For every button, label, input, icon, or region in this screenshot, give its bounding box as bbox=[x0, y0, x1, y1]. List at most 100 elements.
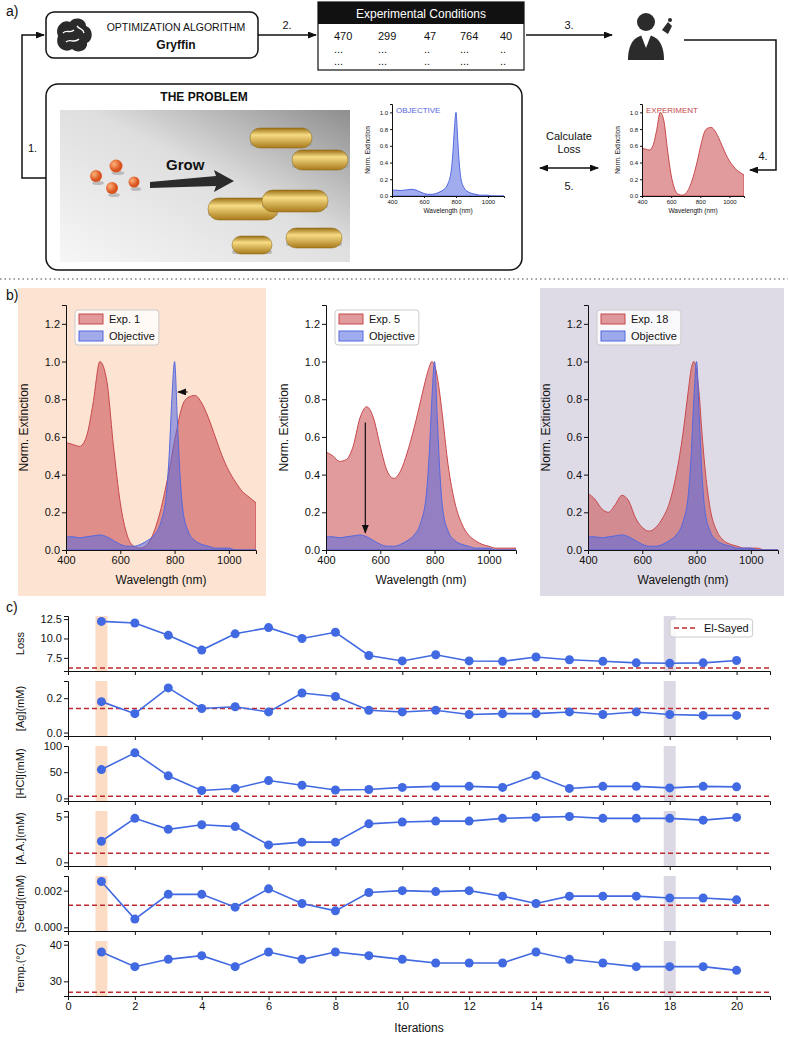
tick-mark bbox=[62, 362, 66, 363]
marker bbox=[498, 959, 507, 968]
tick: 600 bbox=[419, 196, 430, 205]
tick-label: 50 bbox=[50, 766, 62, 778]
tick: 0 bbox=[65, 996, 71, 1012]
tick: 0.8 bbox=[305, 393, 326, 405]
tick-mark bbox=[402, 801, 403, 805]
marker bbox=[598, 657, 607, 666]
table-cell: 47 bbox=[424, 30, 436, 42]
tick: 400 bbox=[637, 196, 648, 205]
legend-label: Exp. 18 bbox=[631, 313, 668, 325]
tick: 0.002 bbox=[34, 885, 68, 897]
marker bbox=[264, 776, 273, 785]
marker bbox=[431, 817, 440, 826]
tick-mark bbox=[640, 129, 642, 130]
tick: 0.0 bbox=[630, 193, 642, 199]
marker bbox=[632, 814, 641, 823]
tick-label: 1000 bbox=[217, 554, 241, 566]
marker bbox=[532, 653, 541, 662]
tick: 1000 bbox=[477, 550, 501, 566]
tick-label: 4 bbox=[199, 1000, 205, 1012]
tick: 30 bbox=[50, 975, 68, 987]
marker bbox=[398, 886, 407, 895]
tick bbox=[603, 866, 604, 870]
marker bbox=[331, 786, 340, 795]
tick: 0.6 bbox=[380, 143, 392, 149]
area bbox=[326, 362, 516, 550]
plot-area bbox=[68, 746, 770, 801]
tick: 8 bbox=[333, 996, 339, 1012]
plot-area bbox=[68, 616, 770, 671]
marker bbox=[197, 890, 206, 899]
tick: 600 bbox=[112, 550, 130, 566]
tick-label: 0.4 bbox=[380, 160, 389, 166]
legend-frame bbox=[335, 310, 419, 345]
tick-label: 0.000 bbox=[34, 921, 62, 933]
tick bbox=[469, 931, 470, 935]
marker bbox=[264, 884, 273, 893]
tick-mark bbox=[135, 866, 136, 870]
step-label: 4. bbox=[758, 150, 767, 162]
tick: 12 bbox=[464, 996, 476, 1012]
tick bbox=[536, 931, 537, 935]
panel-background bbox=[18, 288, 266, 596]
tick bbox=[536, 866, 537, 870]
axis-title: [Ag](mM) bbox=[14, 686, 26, 731]
tick-mark bbox=[737, 801, 738, 805]
tick-label: 12 bbox=[464, 1000, 476, 1012]
tick: 6 bbox=[266, 996, 272, 1012]
tick-mark bbox=[322, 362, 326, 363]
marker bbox=[732, 656, 741, 665]
tick-mark bbox=[603, 671, 604, 675]
axis-title: Wavelength (nm) bbox=[423, 207, 472, 215]
arrow bbox=[22, 35, 46, 178]
tick: 0.2 bbox=[47, 692, 68, 704]
marker bbox=[398, 818, 407, 827]
marker bbox=[331, 692, 340, 701]
tick-label: 0.2 bbox=[567, 506, 582, 518]
legend-swatch bbox=[674, 627, 698, 629]
line bbox=[101, 688, 736, 716]
tick: 600 bbox=[634, 550, 652, 566]
axis-title: Wavelength (nm) bbox=[638, 573, 729, 587]
arrow bbox=[526, 34, 612, 36]
x-axis: 4006008001000 bbox=[57, 550, 256, 566]
tick: 0.6 bbox=[305, 431, 326, 443]
marker bbox=[264, 707, 273, 716]
marker bbox=[398, 707, 407, 716]
tick: 0.4 bbox=[630, 160, 642, 166]
marker bbox=[164, 771, 173, 780]
tick-mark bbox=[202, 736, 203, 740]
table-cell: ... bbox=[378, 43, 387, 55]
axis-line bbox=[62, 306, 67, 551]
tick-label: 16 bbox=[597, 1000, 609, 1012]
marker bbox=[264, 623, 273, 632]
tick: 0.2 bbox=[630, 177, 642, 183]
tick-label: 14 bbox=[530, 1000, 542, 1012]
tick: 0.4 bbox=[45, 469, 66, 481]
conditions-box bbox=[318, 2, 524, 70]
tick-label: 400 bbox=[317, 554, 335, 566]
marker bbox=[565, 784, 574, 793]
marker bbox=[565, 655, 574, 664]
tick-label: 800 bbox=[426, 554, 444, 566]
chart: 40060080010000.00.20.40.60.81.01.2Norm. … bbox=[277, 306, 517, 588]
marker bbox=[364, 888, 373, 897]
x-axis: 02468101214161820 bbox=[65, 996, 770, 1012]
marker bbox=[97, 948, 106, 957]
conditions-header bbox=[318, 2, 524, 24]
tick bbox=[335, 736, 336, 740]
marker bbox=[364, 819, 373, 828]
tick bbox=[202, 931, 203, 935]
tick-label: 1.2 bbox=[305, 318, 320, 330]
marker bbox=[431, 650, 440, 659]
axis-title: Loss bbox=[14, 631, 26, 655]
tick: 400 bbox=[317, 550, 335, 566]
marker bbox=[398, 783, 407, 792]
table-cell: 764 bbox=[460, 30, 478, 42]
tick-mark bbox=[640, 146, 642, 147]
marker bbox=[97, 877, 106, 886]
tick-mark bbox=[202, 671, 203, 675]
tick-mark bbox=[402, 931, 403, 935]
axis-title: Iterations bbox=[394, 1021, 443, 1035]
axis-line bbox=[64, 877, 69, 932]
